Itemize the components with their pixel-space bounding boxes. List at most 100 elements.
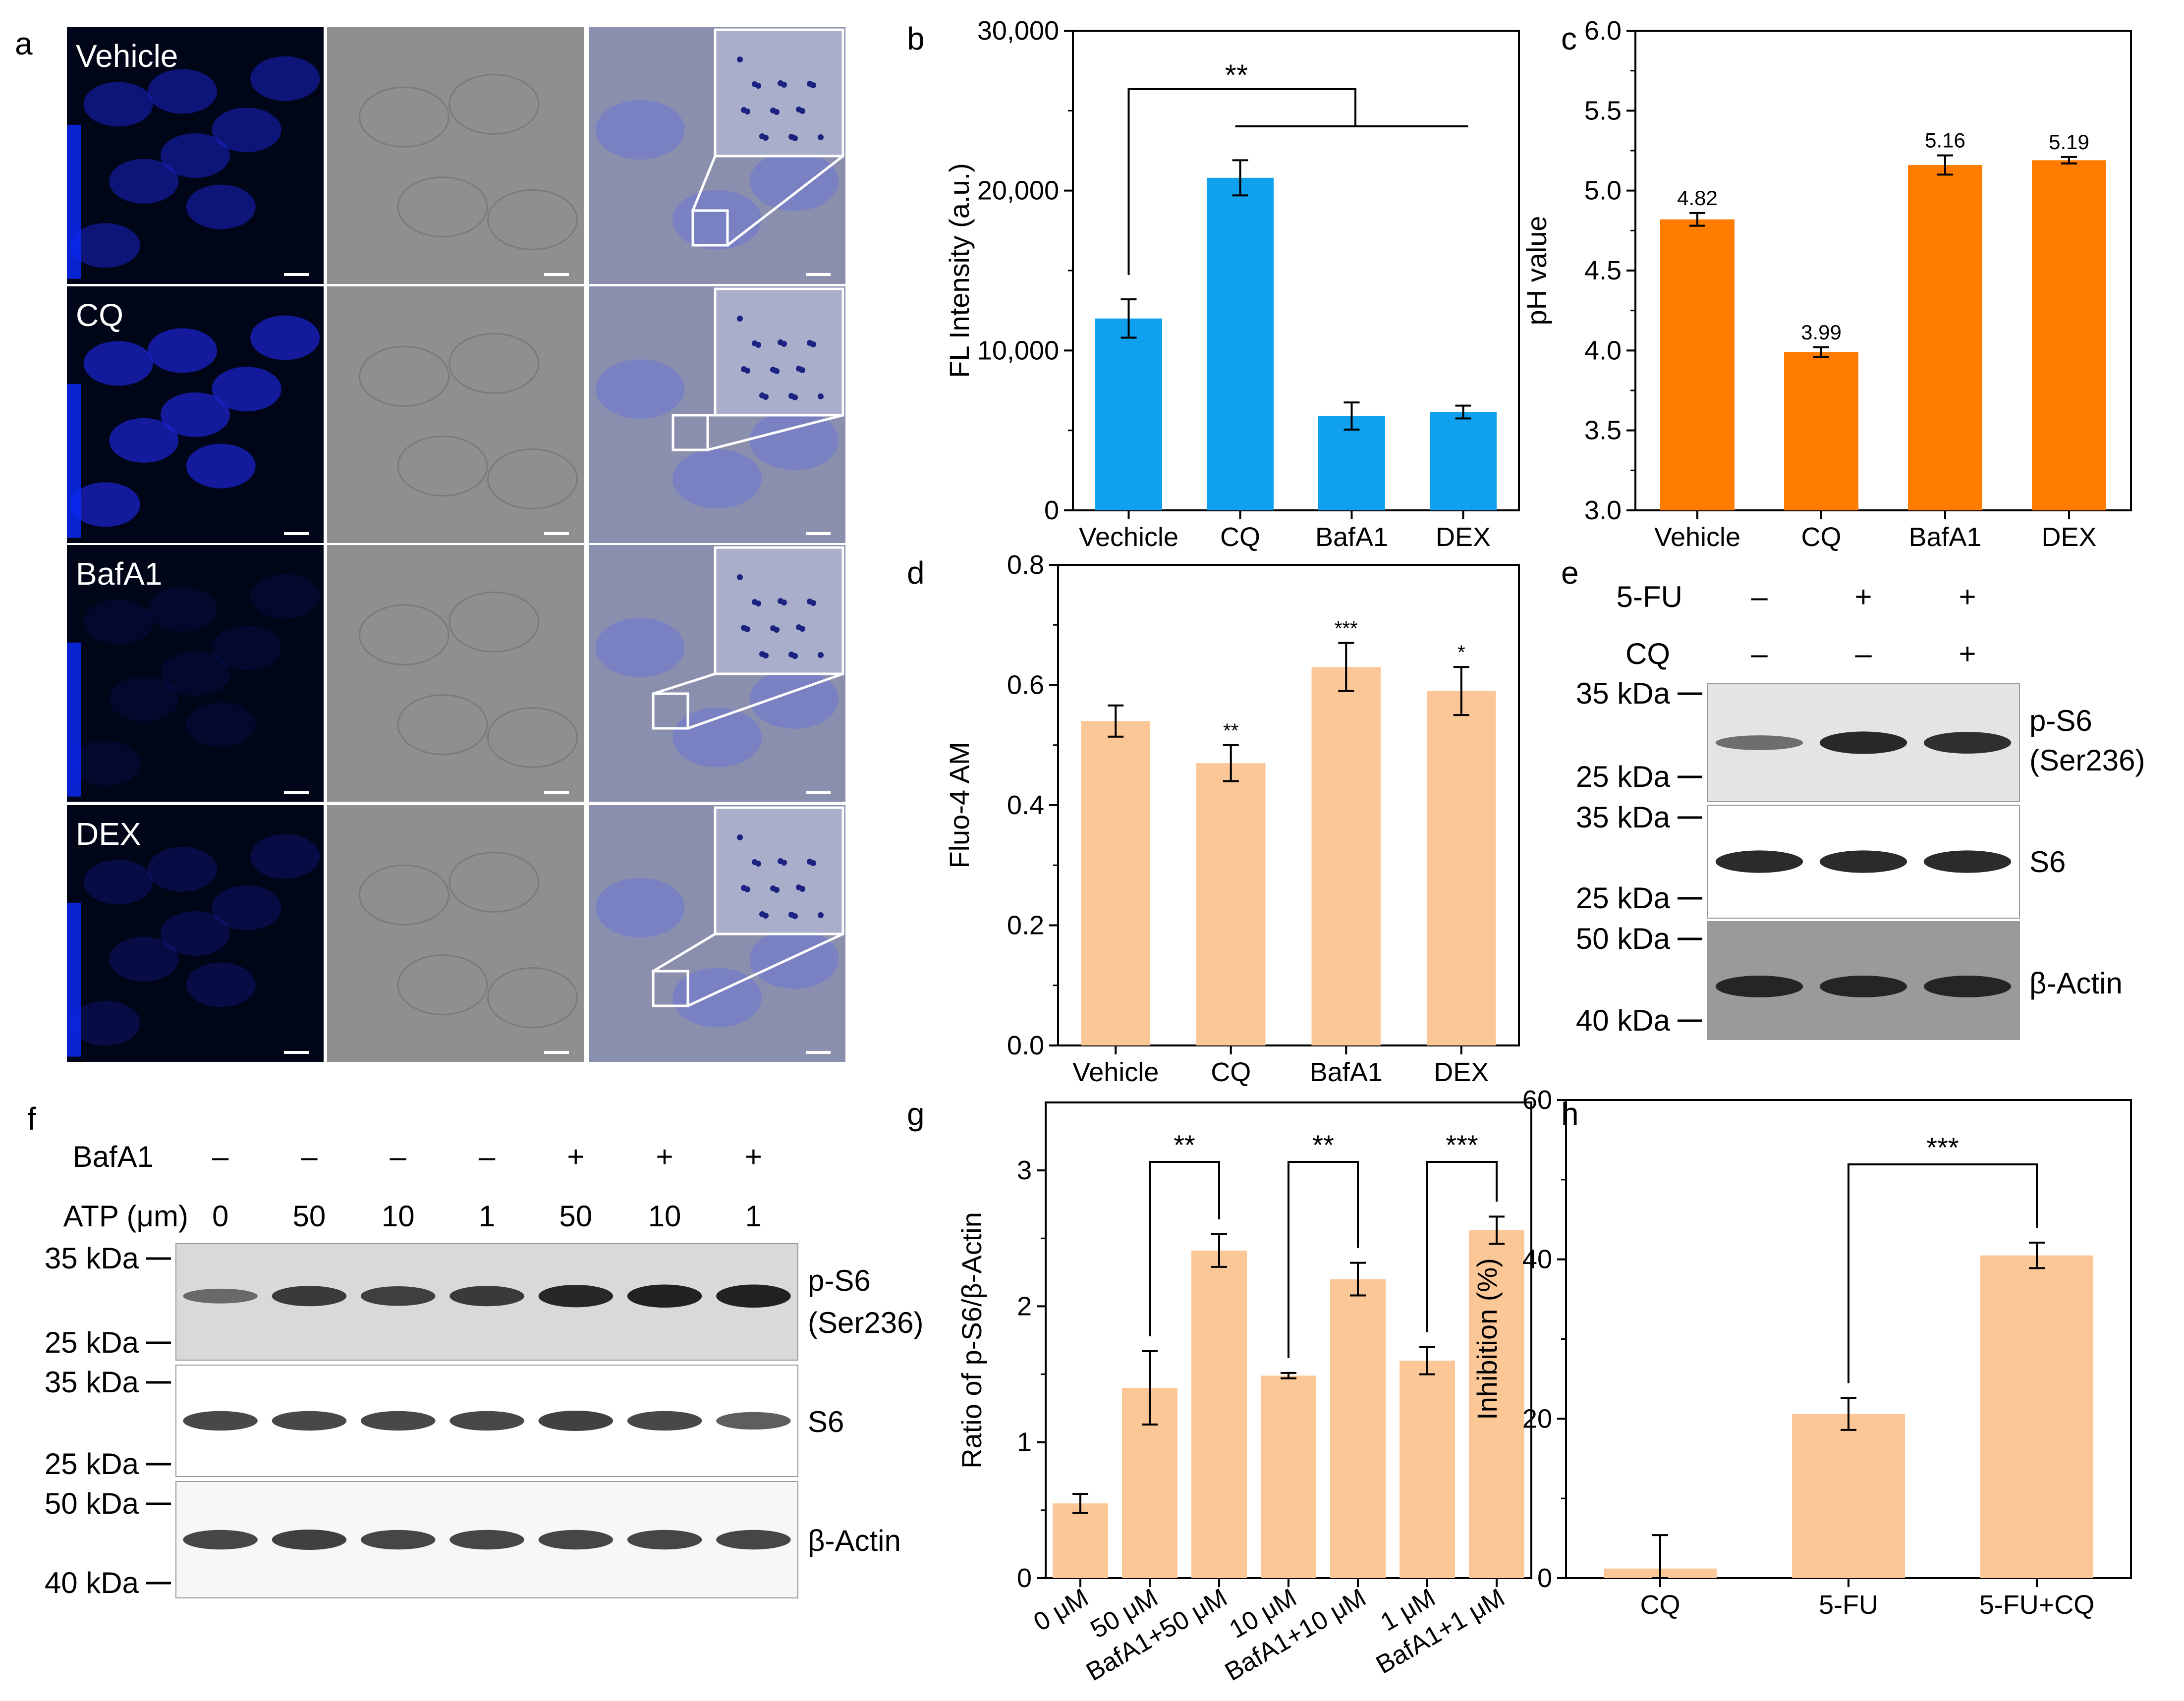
x-tick-label: CQ — [1801, 522, 1842, 552]
cell-outline — [487, 707, 578, 768]
intensity-scale-bar — [67, 642, 81, 797]
protein-label: p-S6 — [808, 1264, 871, 1297]
bar-0-m — [1053, 1503, 1108, 1578]
vesicle-dot — [737, 574, 743, 580]
marker-label: 25 kDa — [1576, 760, 1671, 793]
cell-outline — [358, 864, 449, 926]
protein-band — [627, 1530, 702, 1550]
fluorescence-cell — [212, 108, 281, 153]
zoom-box — [691, 209, 729, 247]
data-label: 5.16 — [1925, 129, 1965, 152]
protein-band — [272, 1286, 347, 1307]
vesicle-dot — [741, 625, 747, 631]
protein-label: p-S6 — [2029, 704, 2092, 737]
significance-bracket — [1149, 1161, 1220, 1336]
y-tick-label: 0.8 — [1007, 550, 1044, 580]
cell-outline — [358, 86, 449, 148]
merged-cell — [749, 669, 839, 729]
fluorescence-cell — [83, 600, 153, 645]
vesicle-dot — [807, 340, 813, 346]
panel-letter-b: b — [907, 21, 925, 56]
lane-value: – — [1751, 637, 1768, 670]
y-axis-label: Fluo-4 AM — [944, 742, 975, 868]
cell-outline — [397, 954, 488, 1016]
protein-band — [1715, 976, 1803, 997]
marker-label: 25 kDa — [45, 1447, 139, 1481]
fluorescence-cell — [70, 741, 140, 786]
vesicle-dot — [770, 108, 776, 113]
y-tick-label: 4.5 — [1584, 256, 1622, 285]
fluorescence-cell — [148, 328, 218, 373]
vesicle-dot — [770, 367, 776, 373]
x-tick-label: 5-FU+CQ — [1979, 1590, 2095, 1620]
significance-star: ** — [1223, 720, 1238, 742]
fluorescence-cell — [212, 625, 281, 670]
bar-cq — [1196, 763, 1266, 1045]
y-tick-label: 5.5 — [1584, 96, 1622, 125]
lane-value: 50 — [559, 1200, 592, 1233]
vesicle-dot — [759, 133, 765, 139]
x-tick-label: Vechicle — [1079, 522, 1178, 552]
protein-band — [449, 1411, 524, 1431]
protein-band — [716, 1412, 791, 1430]
zoom-inset — [714, 546, 844, 675]
y-tick-label: 20,000 — [977, 176, 1059, 206]
vesicle-dot — [818, 134, 824, 140]
data-label: 4.82 — [1677, 186, 1718, 210]
merged-cell — [672, 190, 762, 250]
vesicle-dot — [778, 598, 784, 604]
bar-bafa1 — [1908, 165, 1982, 510]
vesicle-dot — [818, 912, 824, 918]
bar-cq — [1207, 177, 1274, 510]
y-tick-label: 10,000 — [977, 335, 1059, 365]
y-tick-label: 3 — [1017, 1155, 1032, 1185]
protein-band — [1923, 976, 2012, 997]
marker-label: 25 kDa — [1576, 881, 1671, 915]
x-tick-label: DEX — [1436, 522, 1491, 552]
zoom-inset — [714, 806, 844, 935]
cell-outline — [397, 694, 488, 756]
cell-outline — [448, 851, 540, 913]
protein-band — [1819, 731, 1907, 754]
panel-letter-c: c — [1561, 21, 1577, 56]
vesicle-dot — [759, 392, 765, 398]
fluorescence-cell — [83, 341, 153, 386]
row-label-bafa1: BafA1 — [76, 556, 162, 592]
header-label: CQ — [1625, 637, 1670, 670]
vesicle-dot — [737, 834, 743, 840]
scale-bar — [284, 791, 309, 794]
bar-dex — [2032, 160, 2106, 510]
chart-b: 0 10,000 20,000 30,000 FL Intensity (a.u.) Ve… — [944, 16, 1520, 552]
y-tick-label: 40 — [1522, 1245, 1552, 1274]
fluorescence-cell — [250, 56, 320, 101]
cell-outline — [448, 591, 540, 653]
vesicle-dot — [741, 366, 747, 372]
fluorescence-cell — [250, 315, 320, 360]
fluorescence-cell — [109, 676, 179, 721]
bar-dex — [1430, 412, 1497, 510]
intensity-scale-bar — [67, 902, 81, 1057]
bar-bafa1-1-m — [1469, 1230, 1524, 1578]
significance-bracket — [1288, 1161, 1359, 1358]
y-tick-label: 4.0 — [1584, 335, 1622, 365]
lane-value: – — [1855, 637, 1872, 670]
y-tick-label: 20 — [1522, 1404, 1552, 1433]
bar-bafa1-50-m — [1191, 1250, 1247, 1578]
x-tick-label: CQ — [1640, 1590, 1680, 1620]
fluorescence-cell — [148, 69, 218, 114]
merged-cell — [672, 449, 762, 509]
marker-label: 40 kDa — [45, 1566, 139, 1599]
significance-bracket — [1127, 88, 1356, 275]
vesicle-dot — [752, 340, 758, 346]
protein-label: β-Actin — [808, 1524, 901, 1557]
fluorescence-cell — [250, 574, 320, 619]
marker-label: 50 kDa — [1576, 922, 1671, 955]
zoom-line — [687, 933, 844, 1007]
significance-bracket — [1426, 1161, 1498, 1332]
protein-band — [1923, 732, 2012, 754]
lane-value: 10 — [648, 1200, 681, 1233]
lane-sign: + — [567, 1140, 584, 1173]
vesicle-dot — [796, 366, 802, 372]
lane-sign: – — [479, 1140, 496, 1173]
x-tick-label: 5-FU — [1819, 1590, 1878, 1620]
